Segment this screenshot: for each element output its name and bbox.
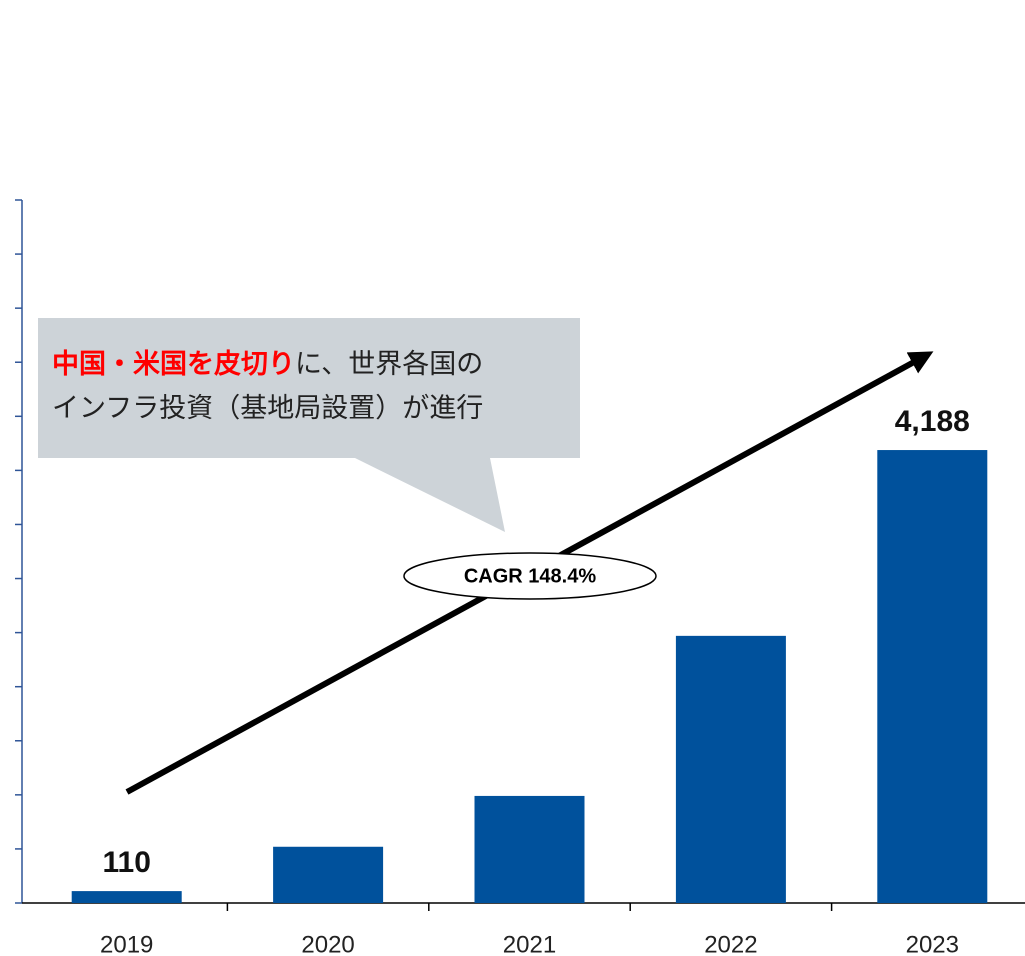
- x-tick-label: 2022: [704, 931, 757, 956]
- value-label: 110: [102, 846, 150, 879]
- x-tick-label: 2019: [100, 931, 153, 956]
- callout-highlight: 中国・米国を皮切り: [52, 349, 295, 379]
- bars: [15, 199, 1025, 911]
- cagr-label: CAGR 148.4%: [464, 565, 596, 587]
- callout-line: インフラ投資（基地局設置）が進行: [52, 393, 483, 423]
- cagr-ellipse: [403, 552, 657, 600]
- bar: [71, 891, 182, 903]
- x-tick-label: 2021: [503, 931, 556, 956]
- callout: [38, 318, 580, 532]
- x-tick-label: 2023: [906, 931, 959, 956]
- bar: [675, 635, 786, 903]
- x-tick-label: 2020: [301, 931, 354, 956]
- bar: [273, 846, 384, 903]
- callout-line: に、世界各国の: [295, 349, 483, 379]
- value-label: 4,188: [895, 405, 970, 438]
- callout-text: 中国・米国を皮切りに、世界各国の: [52, 349, 483, 379]
- bar: [877, 450, 988, 903]
- bar: [474, 795, 585, 903]
